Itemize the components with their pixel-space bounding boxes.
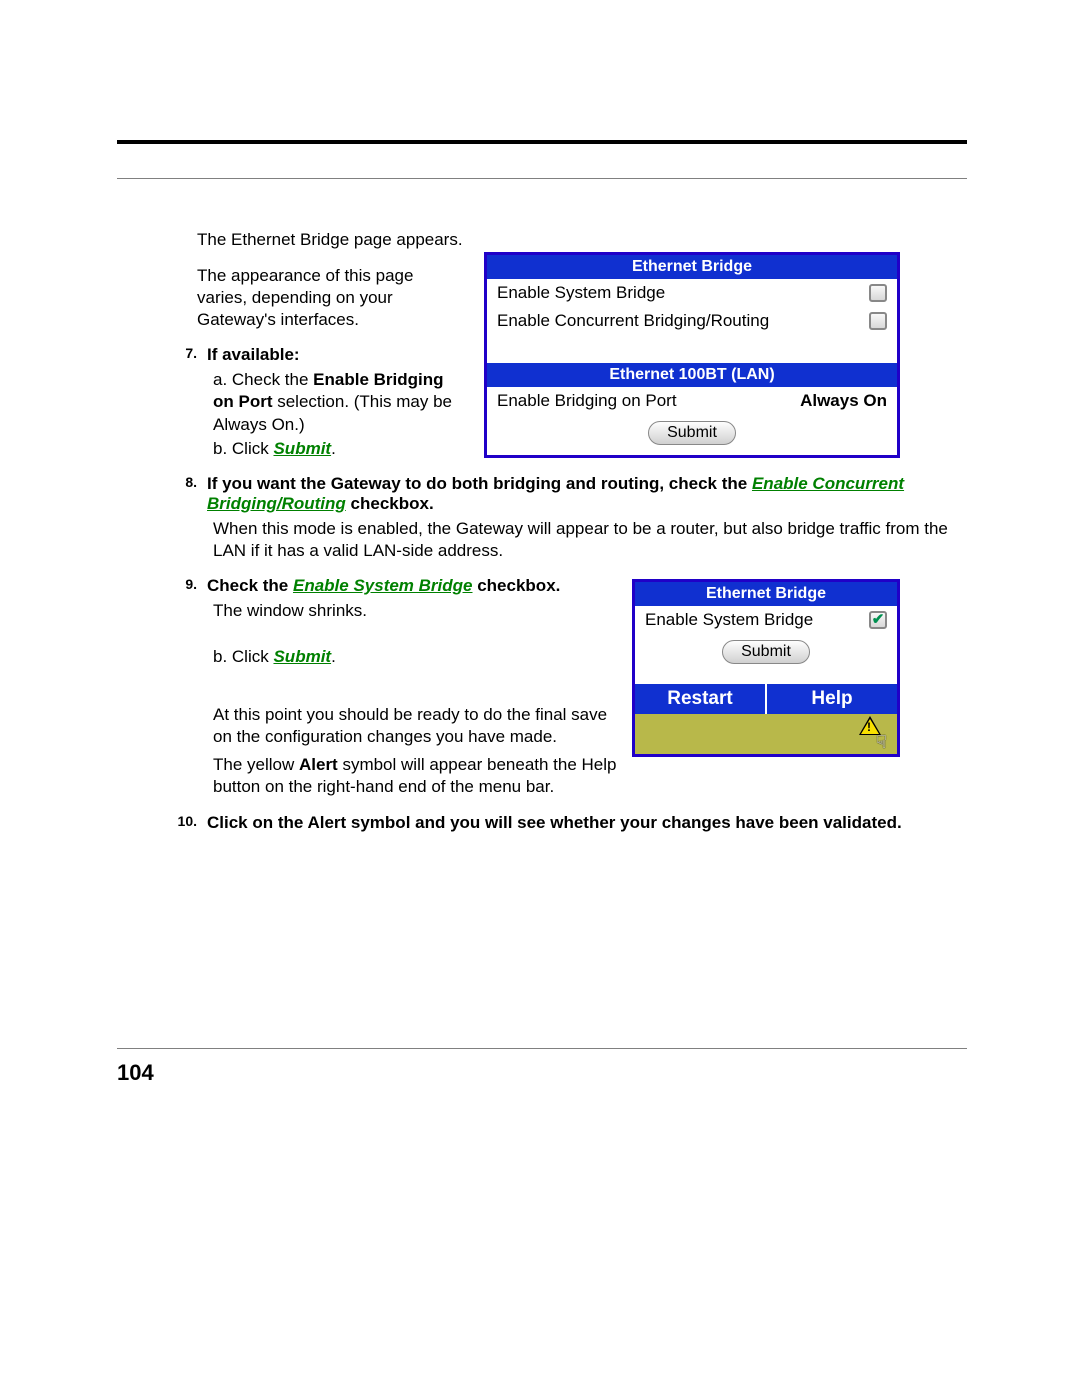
row-label: Enable System Bridge xyxy=(497,283,869,303)
panel-header: Ethernet Bridge xyxy=(635,582,897,606)
page-body: Ethernet Bridge Enable System Bridge Ena… xyxy=(117,140,967,837)
page-number: 104 xyxy=(117,1060,154,1086)
cursor-icon: ☟ xyxy=(876,732,887,753)
enable-concurrent-row: Enable Concurrent Bridging/Routing xyxy=(487,307,897,335)
step-number: 7. xyxy=(173,345,197,365)
ethernet-bridge-panel-small: Ethernet Bridge Enable System Bridge Sub… xyxy=(632,579,900,757)
step-title: Click on the Alert symbol and you will s… xyxy=(207,813,967,833)
row-label: Enable Concurrent Bridging/Routing xyxy=(497,311,869,331)
save-note: At this point you should be ready to do … xyxy=(117,704,617,748)
restart-button[interactable]: Restart xyxy=(635,684,767,714)
row-label: Enable System Bridge xyxy=(645,610,869,630)
always-on-label: Always On xyxy=(800,391,887,411)
step-8: 8. If you want the Gateway to do both br… xyxy=(173,474,967,514)
row-label: Enable Bridging on Port xyxy=(497,391,800,411)
panel-header: Ethernet 100BT (LAN) xyxy=(487,363,897,387)
enable-system-bridge-row: Enable System Bridge xyxy=(635,606,897,634)
enable-system-bridge-checkbox[interactable] xyxy=(869,284,887,302)
panel-header: Ethernet Bridge xyxy=(487,255,897,279)
submit-button[interactable]: Submit xyxy=(648,421,736,445)
enable-system-bridge-link[interactable]: Enable System Bridge xyxy=(293,576,473,595)
content-area: Ethernet Bridge Enable System Bridge Ena… xyxy=(117,229,967,833)
submit-link[interactable]: Submit xyxy=(273,647,331,666)
step-8-body: When this mode is enabled, the Gateway w… xyxy=(117,518,967,562)
alert-zone: ! ☟ xyxy=(635,714,897,754)
submit-link[interactable]: Submit xyxy=(273,439,331,458)
step-number: 8. xyxy=(173,474,197,514)
ethernet-bridge-panel: Ethernet Bridge Enable System Bridge Ena… xyxy=(484,252,900,458)
alert-note: The yellow Alert symbol will appear bene… xyxy=(117,754,617,798)
command-bar: Restart Help xyxy=(635,684,897,714)
step-9b: b. Click Submit. xyxy=(117,646,527,668)
help-button[interactable]: Help xyxy=(767,684,897,714)
submit-button[interactable]: Submit xyxy=(722,640,810,664)
step-number: 9. xyxy=(173,576,197,596)
enable-system-bridge-checkbox[interactable] xyxy=(869,611,887,629)
step-number: 10. xyxy=(165,813,197,833)
step-10: 10. Click on the Alert symbol and you wi… xyxy=(165,813,967,833)
intro-text: The Ethernet Bridge page appears. xyxy=(117,229,467,251)
intro-text: The appearance of this page varies, depe… xyxy=(117,265,467,331)
thin-rule xyxy=(117,178,967,179)
footer-rule xyxy=(117,1048,967,1049)
step-7a: a. Check the Enable Bridging on Port sel… xyxy=(117,369,467,435)
top-rule xyxy=(117,140,967,144)
enable-system-bridge-row: Enable System Bridge xyxy=(487,279,897,307)
enable-bridging-port-row: Enable Bridging on Port Always On xyxy=(487,387,897,415)
step-7b: b. Click Submit. xyxy=(117,438,467,460)
enable-concurrent-checkbox[interactable] xyxy=(869,312,887,330)
step-title: If you want the Gateway to do both bridg… xyxy=(207,474,967,514)
